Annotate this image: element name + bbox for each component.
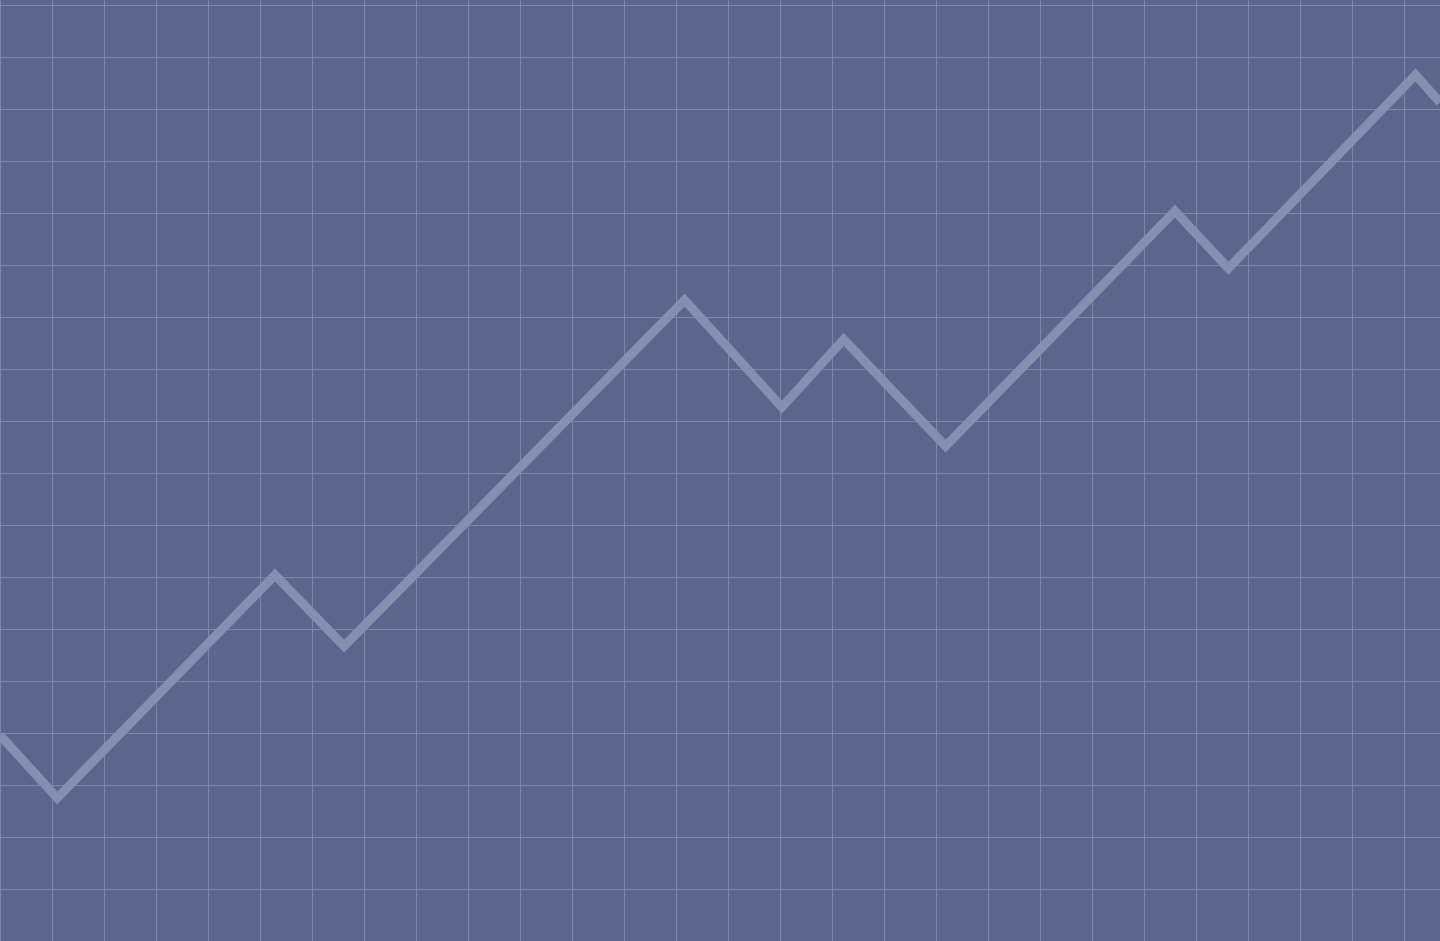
chart-series-group	[0, 68, 1440, 805]
series-line-1	[0, 68, 1440, 805]
